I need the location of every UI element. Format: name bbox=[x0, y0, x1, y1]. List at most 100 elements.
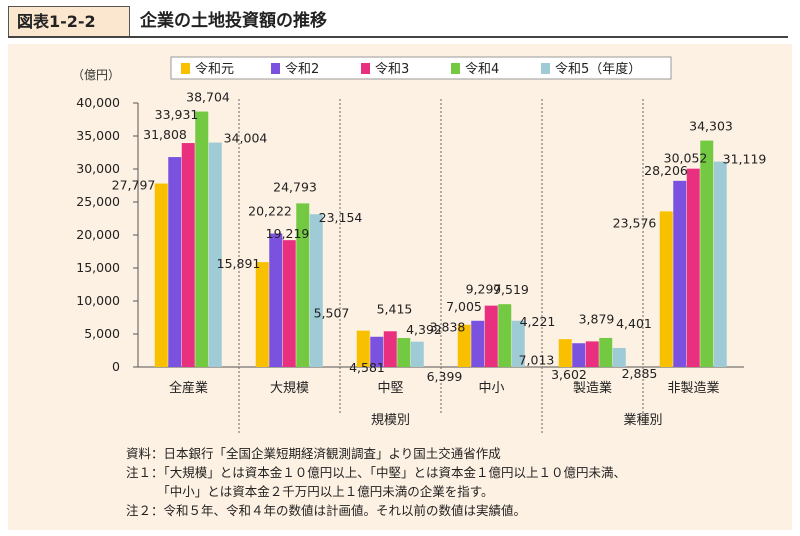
bar bbox=[686, 168, 700, 367]
category-label: 製造業 bbox=[573, 380, 612, 396]
data-label: 20,222 bbox=[248, 204, 292, 219]
data-label: 3,602 bbox=[551, 367, 587, 382]
legend-label: 令和元 bbox=[195, 62, 234, 77]
data-label: 6,399 bbox=[427, 369, 463, 384]
y-tick-label: 20,000 bbox=[76, 227, 120, 242]
note-1-cont: 「中小」とは資本金２千万円以上１億円未満の企業を指す。 bbox=[126, 484, 494, 499]
group-label: 業種別 bbox=[623, 412, 662, 428]
bar bbox=[457, 324, 471, 367]
note-source: 資料：日本銀行「全国企業短期経済観測調査」より国土交通省作成 bbox=[126, 446, 501, 461]
data-label: 4,581 bbox=[349, 360, 385, 375]
y-tick-label: 10,000 bbox=[76, 293, 120, 308]
data-label: 7,013 bbox=[519, 353, 555, 368]
figure-title: 企業の土地投資額の推移 bbox=[140, 11, 327, 31]
bar bbox=[208, 142, 222, 367]
y-tick-label: 35,000 bbox=[76, 128, 120, 143]
data-label: 31,808 bbox=[143, 127, 187, 142]
data-label: 9,519 bbox=[493, 282, 529, 297]
data-label: 9,297 bbox=[466, 282, 502, 297]
legend-label: 令和3 bbox=[375, 62, 409, 77]
data-label: 4,221 bbox=[520, 314, 556, 329]
bar bbox=[168, 157, 182, 367]
bar bbox=[296, 203, 310, 367]
data-label: 28,206 bbox=[644, 163, 688, 178]
bar bbox=[269, 233, 283, 367]
data-label: 34,004 bbox=[224, 131, 268, 146]
y-tick-label: 30,000 bbox=[76, 161, 120, 176]
bar bbox=[255, 262, 269, 367]
bars bbox=[154, 111, 727, 368]
legend: 令和元 令和2 令和3 令和4 令和5（年度） bbox=[170, 56, 672, 80]
bar bbox=[572, 343, 586, 367]
legend-swatch bbox=[181, 63, 190, 74]
bar bbox=[410, 341, 424, 367]
bar bbox=[713, 161, 727, 367]
bar bbox=[659, 211, 673, 367]
group-label: 規模別 bbox=[371, 413, 410, 428]
note-2: 注２：令和５年、令和４年の数値は計画値。それ以前の数値は実績値。 bbox=[126, 503, 527, 518]
y-tick-label: 15,000 bbox=[76, 260, 120, 275]
bar bbox=[599, 337, 613, 367]
legend-label: 令和4 bbox=[465, 62, 499, 77]
data-label: 3,879 bbox=[579, 311, 615, 326]
legend-label: 令和2 bbox=[285, 62, 319, 77]
bar bbox=[700, 140, 714, 367]
note-1: 注１：「大規模」とは資本金１０億円以上、「中堅」とは資本金１億円以上１０億円未満… bbox=[126, 465, 627, 480]
legend-label: 令和5（年度） bbox=[555, 61, 641, 77]
bar bbox=[673, 180, 687, 367]
bar bbox=[282, 240, 296, 367]
bar bbox=[558, 339, 572, 367]
bar bbox=[195, 111, 209, 368]
chart-panel: 令和元 令和2 令和3 令和4 令和5（年度） （億円） 0 5,000 10,000 15,0… bbox=[8, 44, 792, 530]
bar bbox=[484, 305, 498, 367]
data-label: 2,885 bbox=[622, 366, 658, 381]
legend-swatch bbox=[541, 63, 550, 74]
bar bbox=[612, 347, 626, 367]
data-label: 19,219 bbox=[266, 226, 310, 241]
data-label: 23,154 bbox=[319, 210, 363, 225]
figure-label: 図表1-2-2 bbox=[8, 6, 130, 36]
figure-header: 図表1-2-2 企業の土地投資額の推移 bbox=[8, 6, 788, 38]
bar bbox=[498, 304, 512, 367]
notes: 資料：日本銀行「全国企業短期経済観測調査」より国土交通省作成 注１：「大規模」と… bbox=[126, 444, 626, 520]
data-label: 15,891 bbox=[217, 256, 261, 271]
category-label: 中小 bbox=[478, 381, 504, 396]
y-unit-label: （億円） bbox=[72, 68, 120, 82]
legend-swatch bbox=[271, 63, 280, 74]
data-label: 4,392 bbox=[406, 322, 442, 337]
data-label: 34,303 bbox=[689, 119, 733, 134]
data-label: 23,576 bbox=[613, 215, 657, 230]
bar bbox=[356, 330, 370, 367]
legend-swatch bbox=[451, 63, 460, 74]
data-label: 38,704 bbox=[186, 90, 230, 105]
data-label: 27,797 bbox=[112, 178, 156, 193]
data-label: 31,119 bbox=[723, 152, 767, 167]
y-tick-label: 40,000 bbox=[76, 95, 120, 110]
bar bbox=[397, 338, 411, 367]
bar bbox=[471, 320, 485, 367]
bar bbox=[309, 214, 323, 367]
bar bbox=[511, 320, 525, 367]
category-label: 非製造業 bbox=[667, 380, 719, 396]
data-label: 5,415 bbox=[377, 301, 413, 316]
y-tick-label: 0 bbox=[112, 359, 120, 374]
y-tick-label: 25,000 bbox=[76, 194, 120, 209]
category-label: 中堅 bbox=[377, 381, 403, 396]
data-label: 4,401 bbox=[616, 316, 652, 331]
bar bbox=[383, 331, 397, 367]
data-label: 24,793 bbox=[273, 179, 317, 194]
legend-swatch bbox=[361, 63, 370, 74]
data-labels: 27,797 31,808 33,931 38,704 34,004 15,891 20,2… bbox=[112, 90, 767, 384]
category-label: 全産業 bbox=[169, 380, 208, 396]
data-label: 3,838 bbox=[430, 320, 466, 335]
data-label: 5,507 bbox=[314, 306, 350, 321]
data-label: 33,931 bbox=[155, 107, 199, 122]
data-label: 7,005 bbox=[446, 299, 482, 314]
category-label: 大規模 bbox=[270, 381, 309, 396]
data-label: 30,052 bbox=[664, 151, 708, 166]
axes: （億円） 0 5,000 10,000 15,000 20,000 25,000 30,000… bbox=[72, 68, 744, 435]
bar-chart: 令和元 令和2 令和3 令和4 令和5（年度） （億円） 0 5,000 10,000 15,0… bbox=[72, 56, 767, 435]
bar bbox=[370, 336, 384, 367]
bar bbox=[154, 183, 168, 367]
bar bbox=[585, 341, 599, 367]
